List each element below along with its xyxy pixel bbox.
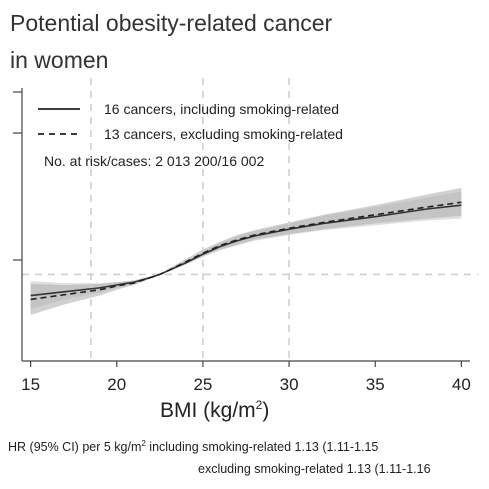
x-tick-label-20: 20 [107, 375, 126, 394]
footnote-line-2: excluding smoking-related 1.13 (1.11-1.1… [198, 462, 431, 476]
chart-title-line-1: Potential obesity-related cancer [10, 10, 333, 36]
x-axis-label: BMI (kg/m2) [160, 398, 270, 422]
series-line-2 [30, 201, 462, 301]
x-tick-label-30: 30 [280, 375, 299, 394]
legend-note: No. at risk/cases: 2 013 200/16 002 [44, 153, 265, 169]
footnote-line-1: HR (95% CI) per 5 kg/m2 including smokin… [8, 439, 379, 455]
legend-label-series-1: 16 cancers, including smoking-related [104, 101, 340, 117]
x-tick-label-25: 25 [193, 375, 212, 394]
x-tick-label-15: 15 [21, 375, 40, 394]
x-tick-label-40: 40 [452, 375, 471, 394]
series-line-1 [30, 204, 462, 297]
x-tick-label-35: 35 [366, 375, 385, 394]
ci-band-series-2 [30, 187, 462, 315]
chart-title-line-2: in women [10, 47, 109, 73]
legend-label-series-2: 13 cancers, excluding smoking-related [104, 126, 343, 142]
